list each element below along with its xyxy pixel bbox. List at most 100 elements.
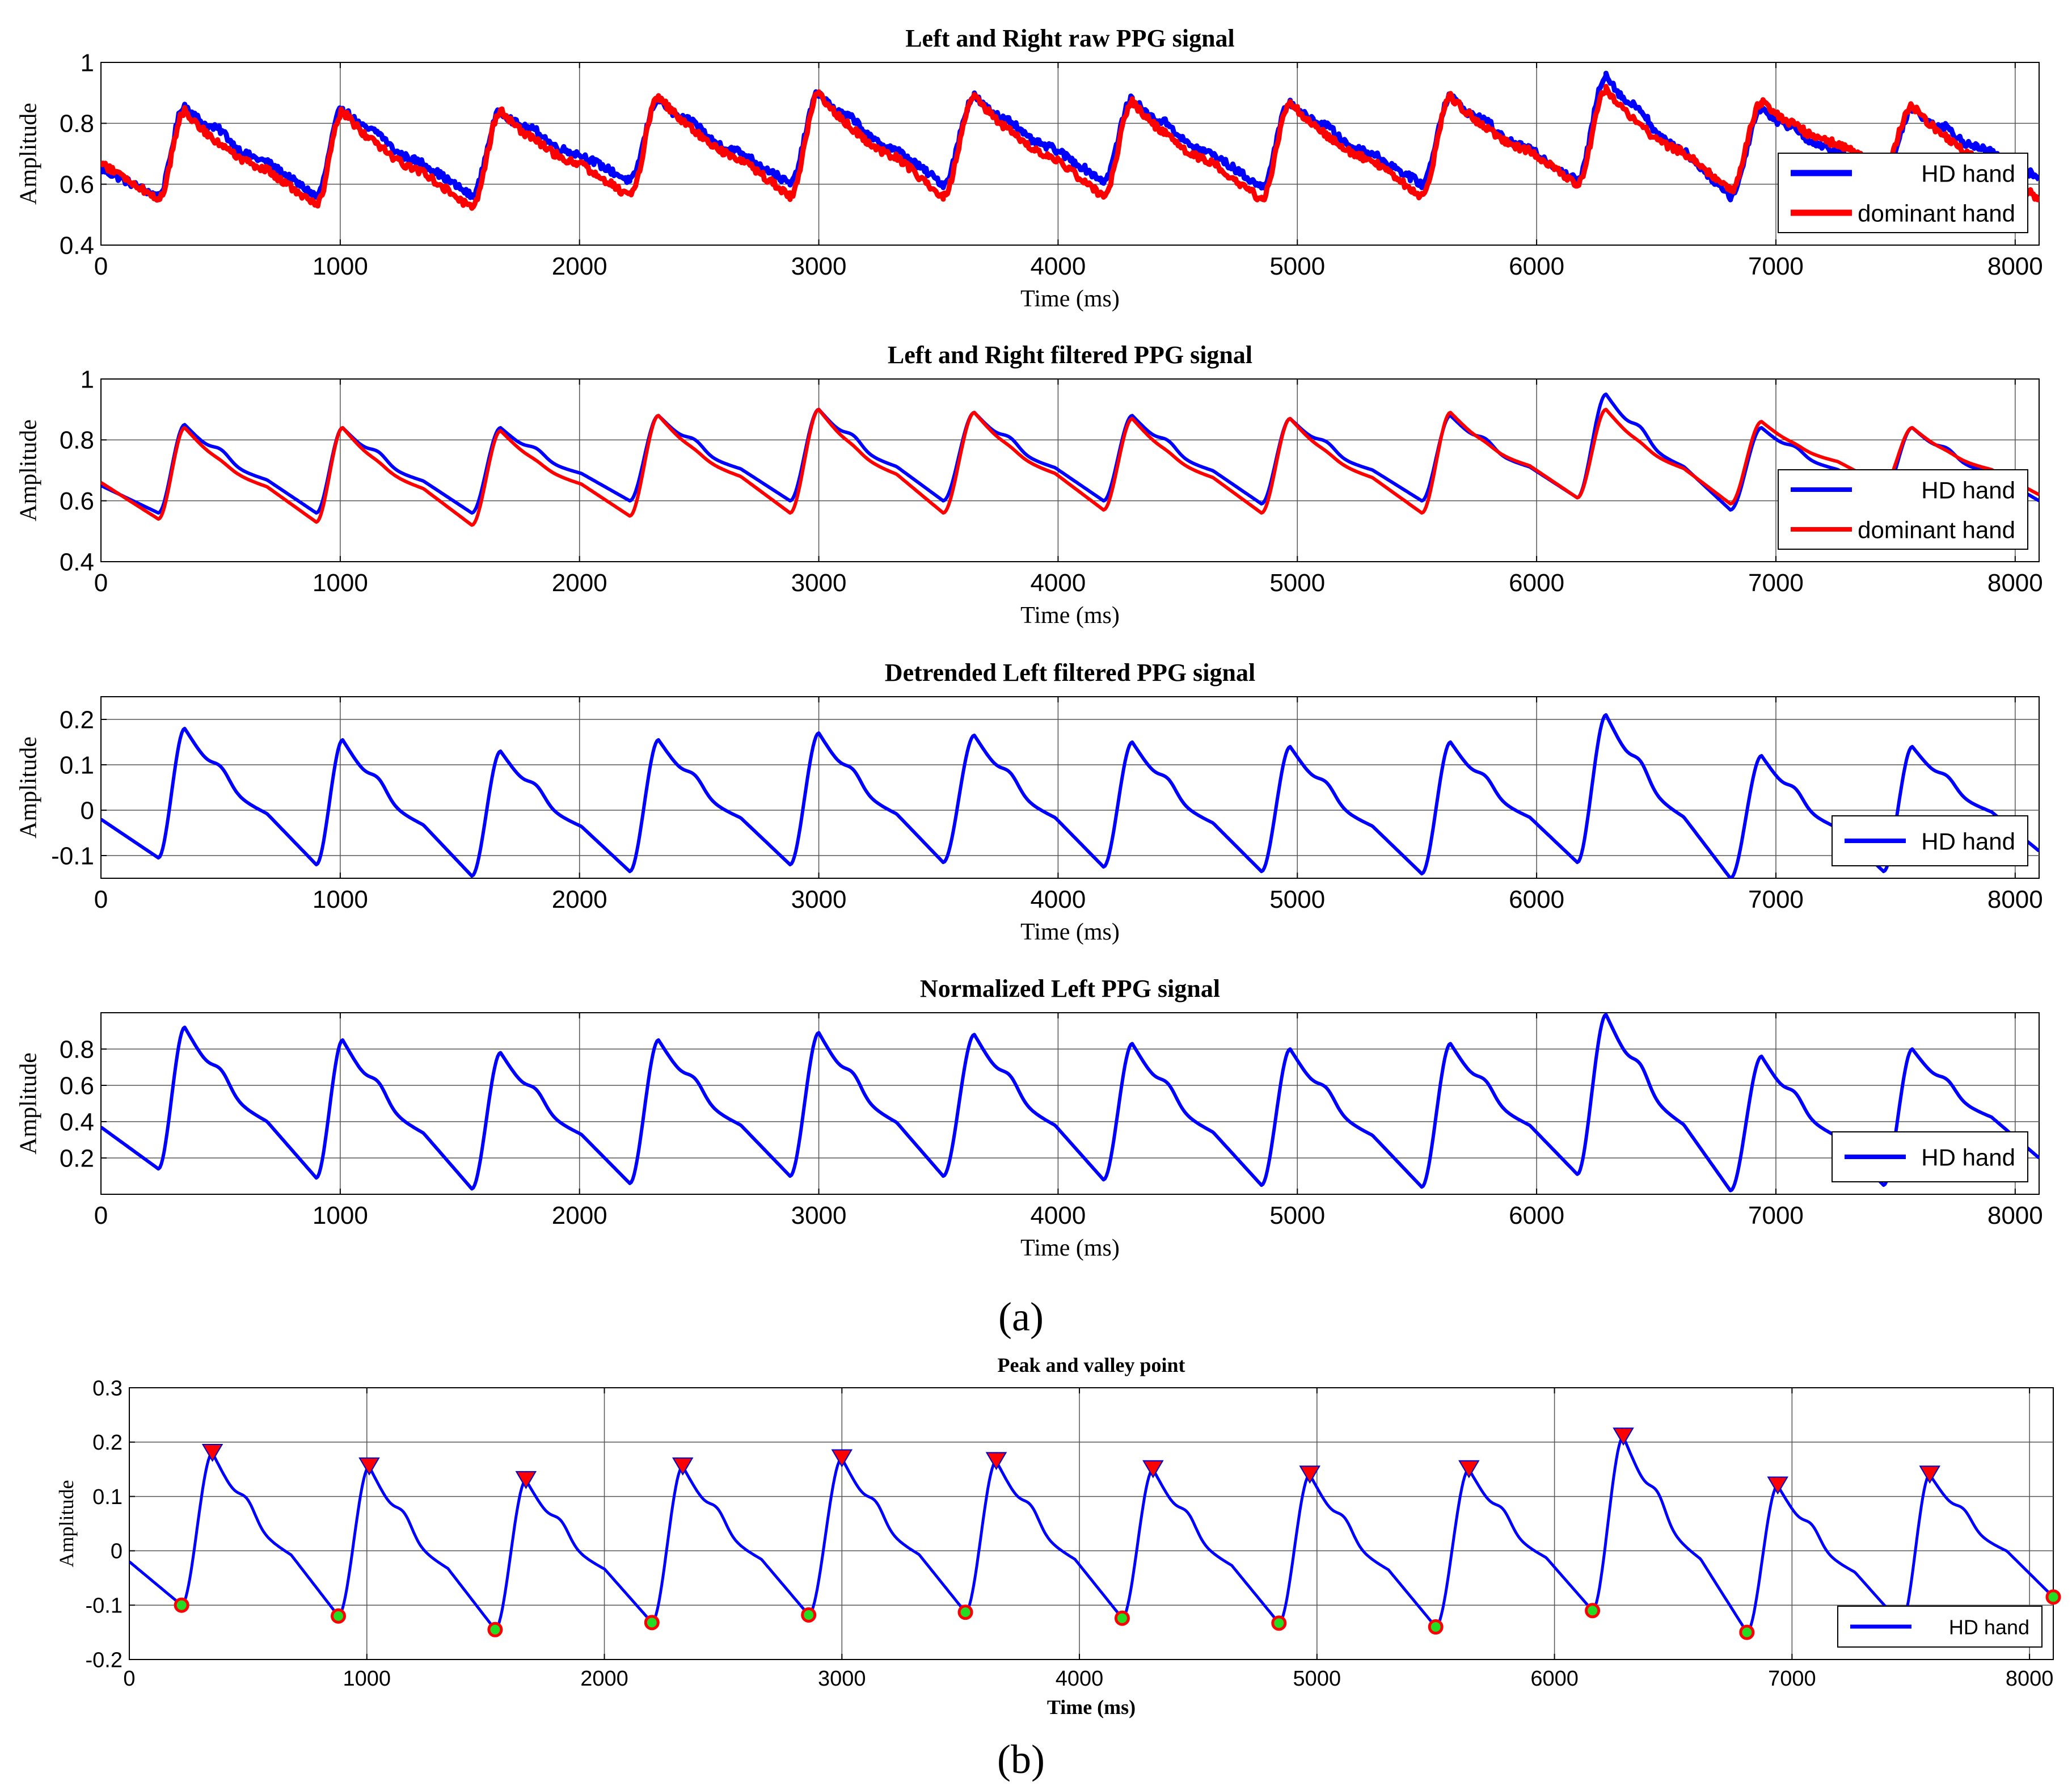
y-tick-label: 0.6 <box>60 1072 94 1100</box>
y-tick-label: 0.8 <box>60 1035 94 1063</box>
y-tick-label: 0.3 <box>92 1376 123 1400</box>
y-tick-label: 0.6 <box>60 171 94 199</box>
x-tick-label: 4000 <box>1056 1667 1104 1691</box>
x-tick-label: 5000 <box>1269 252 1325 280</box>
y-tick-label: 0.4 <box>60 548 94 576</box>
y-axis-label: Amplitude <box>16 419 42 521</box>
peak-marker <box>1142 1460 1164 1479</box>
legend-entry: HD hand <box>1949 1615 2029 1639</box>
peak-marker <box>358 1457 380 1476</box>
peak-marker <box>1458 1460 1480 1479</box>
chart-panel-2: 0.4 0.6 0.8 1 0 1000 2000 3000 4000 5000 6000 7000 8… <box>16 341 2043 629</box>
x-tick-label: 5000 <box>1269 886 1325 913</box>
y-tick-label: 0.4 <box>60 231 94 259</box>
valley-marker <box>1114 1610 1130 1626</box>
legend-entry: HD hand <box>1921 1144 2015 1170</box>
x-tick-label: 1000 <box>343 1667 391 1691</box>
peak-marker <box>1767 1476 1788 1495</box>
chart-panel-4: 0.2 0.4 0.6 0.8 0 1000 2000 3000 4000 5000 6000 700… <box>16 975 2043 1261</box>
valley-marker <box>174 1597 189 1613</box>
y-tick-label: 0.8 <box>60 427 94 454</box>
x-axis-label: Time (ms) <box>1020 1235 1120 1261</box>
x-tick-label: 0 <box>94 569 108 597</box>
x-tick-label: 8000 <box>2006 1667 2054 1691</box>
valley-marker <box>1739 1624 1755 1640</box>
plot-area <box>129 1387 2054 1660</box>
valley-marker <box>644 1615 660 1631</box>
x-tick-label: 8000 <box>1987 1202 2043 1229</box>
y-axis-label: Amplitude <box>16 103 42 205</box>
x-tick-label: 7000 <box>1748 1202 1804 1229</box>
peak-marker <box>1919 1465 1940 1484</box>
series-line-dominant-hand <box>101 83 2039 211</box>
legend-entry: dominant hand <box>1858 200 2015 226</box>
x-tick-label: 7000 <box>1748 569 1804 597</box>
legend: HD hand <box>1837 1606 2043 1648</box>
x-tick-label: 0 <box>94 1202 108 1229</box>
plot-area <box>100 1012 2040 1195</box>
x-tick-label: 1000 <box>313 1202 368 1229</box>
x-tick-label: 8000 <box>1987 569 2043 597</box>
y-tick-label: -0.1 <box>51 842 94 870</box>
chart-panel-3: -0.100.10.20 1000 2000 3000 4000 5000 6000 7000… <box>16 659 2043 945</box>
y-axis-label: Amplitude <box>16 1052 42 1155</box>
chart-panel-1: 0.4 0.6 0.8 1 0 1000 2000 3000 4000 5000 6000 7000 8… <box>16 24 2043 312</box>
x-tick-label: 6000 <box>1530 1667 1579 1691</box>
x-tick-label: 7000 <box>1768 1667 1816 1691</box>
plot-area <box>100 62 2040 246</box>
x-tick-label: 0 <box>94 886 108 913</box>
y-axis-label: Amplitude <box>16 736 42 839</box>
x-tick-label: 8000 <box>1987 886 2043 913</box>
chart-title: Left and Right raw PPG signal <box>905 24 1235 52</box>
legend: HD hand dominant hand <box>1778 153 2028 233</box>
valley-marker <box>331 1608 347 1624</box>
x-tick-label: 2000 <box>552 1202 607 1229</box>
x-tick-label: 4000 <box>1030 569 1086 597</box>
peak-marker <box>985 1452 1007 1471</box>
valley-marker <box>1428 1619 1444 1635</box>
plot-area <box>100 378 2040 562</box>
x-tick-label: 5000 <box>1269 1202 1325 1229</box>
x-tick-label: 7000 <box>1748 886 1804 913</box>
y-tick-label: -0.2 <box>86 1648 123 1672</box>
x-tick-label: 3000 <box>791 569 847 597</box>
series-line-hd-hand <box>101 70 2039 203</box>
x-tick-label: 3000 <box>791 252 847 280</box>
x-axis-label: Time (ms) <box>1020 919 1120 945</box>
x-axis-label: Time (ms) <box>1020 603 1120 629</box>
x-tick-label: 0 <box>94 252 108 280</box>
valley-marker <box>1271 1615 1287 1631</box>
series-line-hd-hand <box>101 392 2039 515</box>
x-tick-label: 2000 <box>552 569 607 597</box>
x-tick-label: 6000 <box>1509 1202 1564 1229</box>
y-tick-label: 0.2 <box>60 1144 94 1172</box>
series-line-dominant-hand <box>101 407 2039 527</box>
x-tick-label: 2000 <box>580 1667 628 1691</box>
y-tick-label: 0.8 <box>60 110 94 138</box>
legend: HD hand dominant hand <box>1778 469 2028 550</box>
x-axis-label: Time (ms) <box>1020 286 1120 312</box>
y-axis-label: Amplitude <box>55 1480 78 1568</box>
peak-marker <box>515 1471 537 1489</box>
valley-marker <box>957 1604 973 1620</box>
y-tick-label: 0.2 <box>60 706 94 734</box>
y-tick-label: 0 <box>111 1540 123 1564</box>
x-tick-label: 3000 <box>791 886 847 913</box>
x-tick-label: 6000 <box>1509 569 1564 597</box>
x-tick-label: 3000 <box>818 1667 866 1691</box>
valley-marker <box>2045 1589 2061 1605</box>
peak-marker <box>831 1449 853 1468</box>
series-line-hd-hand <box>101 1013 2039 1193</box>
x-tick-label: 1000 <box>313 886 368 913</box>
series-line-hd-hand <box>129 1435 2053 1634</box>
figure-label-a: (a) <box>998 1294 1044 1340</box>
x-tick-label: 2000 <box>552 886 607 913</box>
plot-area <box>100 696 2040 879</box>
legend: HD hand <box>1832 1131 2028 1182</box>
x-tick-label: 8000 <box>1987 252 2043 280</box>
x-tick-label: 4000 <box>1030 1202 1086 1229</box>
chart-panel-5: -0.2 -0.1 0 0.1 0.2 0.3 0 1000 2000 3000 4000 5000 6… <box>55 1354 2061 1719</box>
x-tick-label: 2000 <box>552 252 607 280</box>
valley-marker <box>801 1607 817 1623</box>
